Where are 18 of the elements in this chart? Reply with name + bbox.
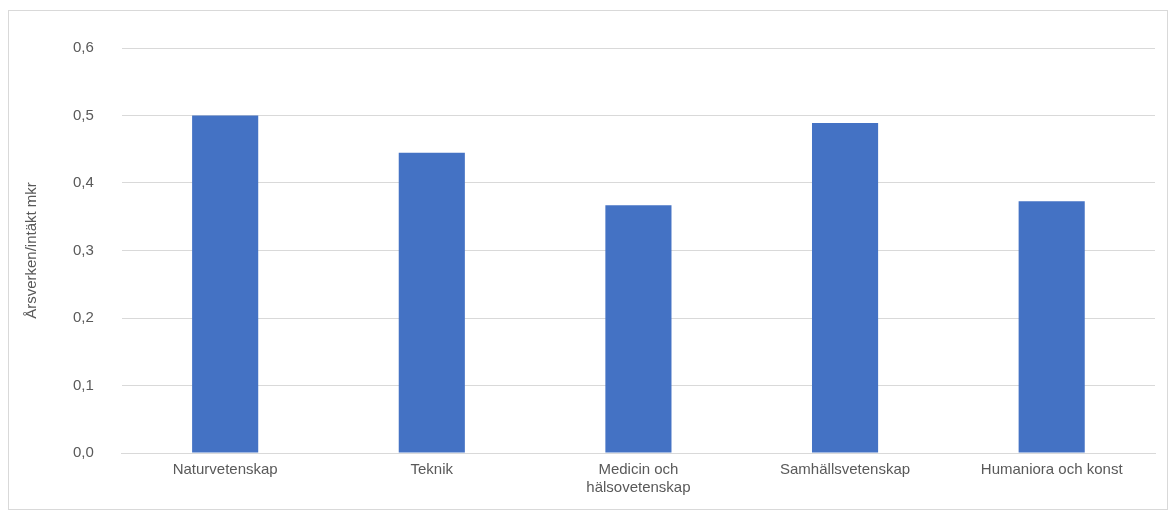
bar — [1018, 201, 1085, 453]
x-tick-label: Samhällsvetenskap — [780, 460, 911, 478]
y-axis-title: Årsverken/intäkt mkr — [22, 182, 40, 319]
y-tick-label: 0,6 — [72, 38, 94, 56]
y-tick-label: 0,1 — [72, 375, 94, 393]
bar — [605, 205, 672, 453]
y-tick-label: 0,3 — [72, 240, 94, 258]
x-tick-label: Naturvetenskap — [172, 460, 278, 478]
bar — [812, 122, 879, 453]
y-tick-label: 0,2 — [72, 308, 94, 326]
x-tick-label: Humaniora och konst — [980, 460, 1124, 478]
y-tick-label: 0,5 — [72, 105, 94, 123]
bar — [398, 152, 465, 453]
bar — [192, 115, 259, 453]
y-tick-label: 0,0 — [72, 443, 94, 461]
x-tick-label: Medicin och hälsovetenskap — [586, 460, 691, 496]
y-tick-label: 0,4 — [72, 173, 94, 191]
x-tick-label: Teknik — [410, 460, 454, 478]
